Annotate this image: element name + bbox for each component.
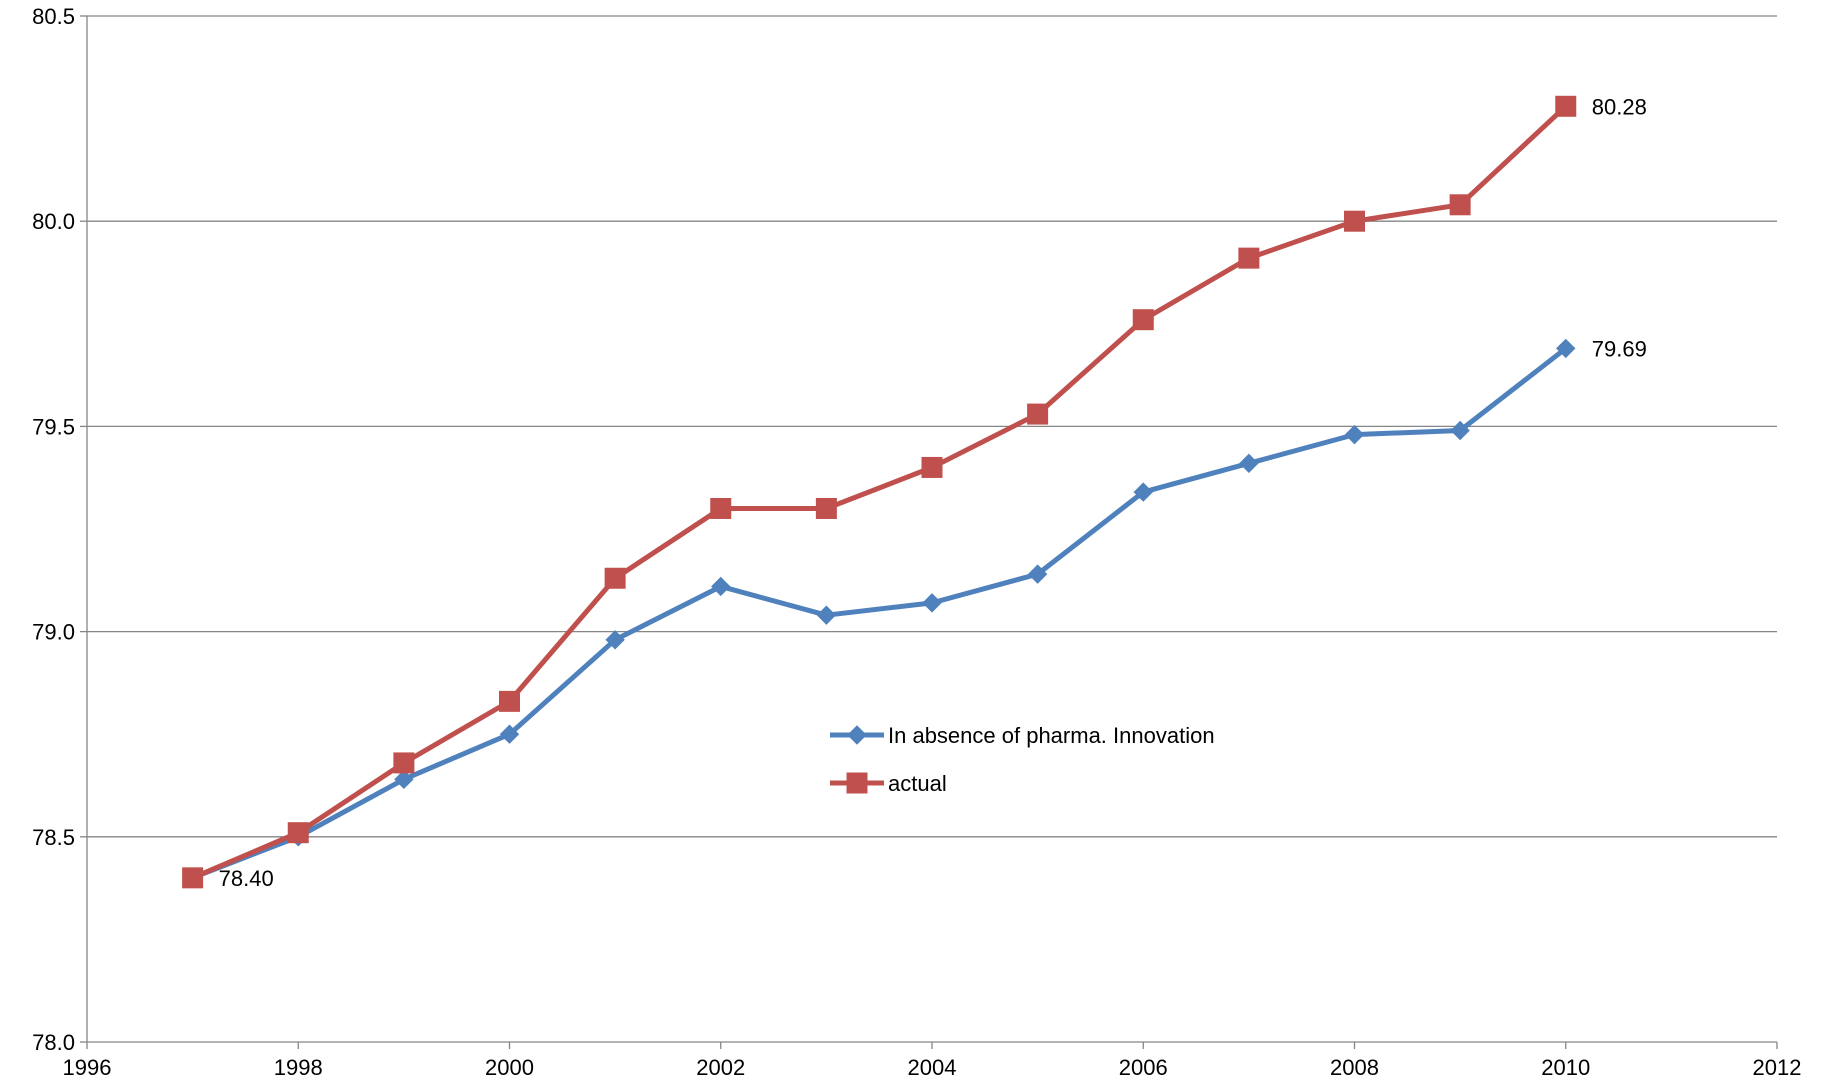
data-point — [1450, 420, 1470, 441]
data-point — [182, 867, 204, 889]
data-point — [499, 724, 520, 744]
data-point — [1344, 424, 1365, 445]
data-point — [710, 497, 732, 519]
data-point — [815, 497, 837, 519]
data-point — [1027, 564, 1048, 584]
series-actual — [182, 95, 1577, 889]
data-point — [1344, 210, 1365, 232]
legend-item: In absence of pharma. Innovation — [830, 723, 1215, 748]
legend-marker — [846, 772, 868, 794]
data-point — [711, 576, 731, 597]
data-point — [499, 690, 520, 712]
data-point — [605, 630, 625, 650]
gridlines — [87, 15, 1777, 838]
data-point — [1556, 338, 1576, 359]
y-tick-label: 80.0 — [32, 209, 75, 234]
data-point — [1238, 247, 1260, 269]
data-point — [816, 605, 837, 625]
data-label: 80.28 — [1592, 94, 1647, 119]
x-tick-label: 1998 — [274, 1055, 323, 1080]
data-label: 79.69 — [1592, 336, 1647, 361]
data-point — [921, 456, 943, 478]
x-tick-label: 2002 — [696, 1055, 745, 1080]
data-labels: 79.69 80.28 78.40 — [219, 94, 1647, 891]
data-point — [604, 567, 626, 589]
x-tick-label: 2008 — [1330, 1055, 1379, 1080]
legend-marker — [847, 725, 867, 745]
legend-item: actual — [830, 771, 947, 796]
y-tick-label: 78.0 — [32, 1030, 75, 1055]
data-point — [1239, 453, 1259, 474]
x-tick-label: 2012 — [1753, 1055, 1802, 1080]
series-absence — [182, 338, 1576, 888]
x-tick-label: 2006 — [1119, 1055, 1168, 1080]
y-tick-label: 79.0 — [32, 620, 75, 645]
data-point — [1555, 95, 1577, 117]
x-tick-label: 1996 — [63, 1055, 112, 1080]
data-point — [1133, 482, 1153, 502]
data-point — [1449, 194, 1471, 216]
legend: In absence of pharma. Innovation actual — [830, 723, 1215, 796]
legend-label: In absence of pharma. Innovation — [888, 723, 1215, 748]
data-point — [287, 822, 309, 844]
series-line — [190, 345, 1569, 881]
axes: 78.0 78.5 79.0 79.5 80.0 80.5 1996 1998 2000 2002… — [32, 4, 1801, 1080]
data-point — [394, 769, 414, 790]
data-point — [393, 752, 415, 774]
x-tick-label: 2004 — [908, 1055, 957, 1080]
x-tick-label: 2000 — [485, 1055, 534, 1080]
y-tick-label: 78.5 — [32, 825, 75, 850]
series-line — [190, 103, 1569, 881]
y-tick-label: 79.5 — [32, 414, 75, 439]
data-point — [922, 593, 942, 613]
x-tick-label: 2010 — [1541, 1055, 1590, 1080]
data-label: 78.40 — [219, 866, 274, 891]
series-group — [182, 95, 1577, 889]
legend-label: actual — [888, 771, 947, 796]
data-point — [1027, 403, 1049, 425]
data-point — [1132, 309, 1154, 331]
y-tick-label: 80.5 — [32, 4, 75, 29]
